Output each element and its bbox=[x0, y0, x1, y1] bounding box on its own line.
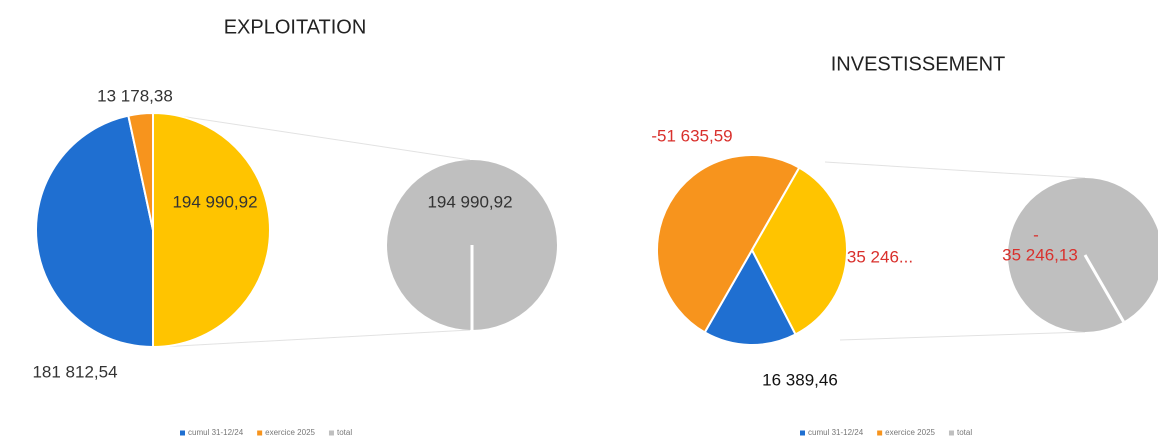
pie-slice bbox=[152, 111, 271, 349]
legend-label: total bbox=[957, 428, 972, 437]
data-label: 13 178,38 bbox=[97, 86, 173, 105]
pie-slice bbox=[656, 154, 801, 334]
pie-slice bbox=[35, 114, 154, 349]
legend-label: exercice 2025 bbox=[265, 428, 315, 437]
data-label: 194 990,92 bbox=[172, 192, 257, 211]
legend-label: exercice 2025 bbox=[885, 428, 935, 437]
connector-line bbox=[159, 112, 471, 161]
data-label: -51 635,59 bbox=[651, 126, 732, 145]
legend-label: total bbox=[337, 428, 352, 437]
legend-swatch bbox=[328, 430, 334, 436]
connector-line bbox=[839, 331, 1086, 341]
data-label: 181 812,54 bbox=[32, 362, 117, 381]
data-label: 35 246... bbox=[847, 247, 913, 266]
legend-swatch bbox=[800, 430, 805, 436]
chart-title: INVESTISSEMENT bbox=[831, 53, 1005, 75]
legend-swatch bbox=[180, 430, 185, 436]
secondary-label: - bbox=[1033, 225, 1039, 244]
data-label: 16 389,46 bbox=[762, 370, 838, 389]
connector-line bbox=[159, 329, 471, 348]
legend-swatch bbox=[948, 430, 954, 436]
secondary-label: 35 246,13 bbox=[1002, 245, 1078, 264]
legend-label: cumul 31-12/24 bbox=[188, 428, 244, 437]
connector-line bbox=[824, 161, 1086, 179]
secondary-pie bbox=[1008, 178, 1158, 332]
legend-swatch bbox=[877, 430, 883, 436]
pie-slice bbox=[703, 247, 797, 346]
secondary-label: 194 990,92 bbox=[427, 192, 512, 211]
chart-title: EXPLOITATION bbox=[224, 16, 367, 38]
legend-swatch bbox=[257, 430, 263, 436]
legend-label: cumul 31-12/24 bbox=[808, 428, 864, 437]
pie-slice bbox=[750, 166, 848, 336]
secondary-split bbox=[1083, 254, 1125, 323]
